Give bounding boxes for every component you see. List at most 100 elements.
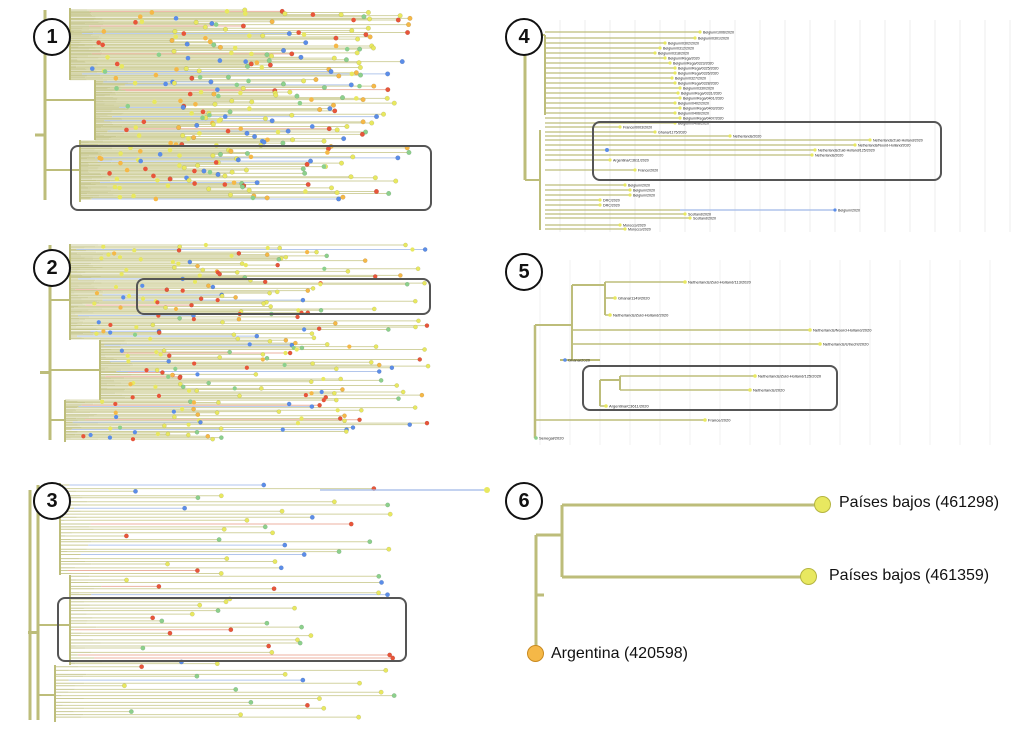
tip-node	[213, 160, 219, 165]
tip-node	[244, 150, 250, 157]
tip-node	[282, 542, 288, 548]
tip-node	[748, 388, 752, 392]
tip-node	[424, 420, 430, 426]
tip-node	[186, 388, 192, 393]
tip-node	[376, 369, 382, 374]
tip-node	[367, 34, 373, 40]
tip-node	[264, 620, 270, 626]
tip-node	[303, 40, 309, 46]
tip-node	[327, 106, 333, 112]
tip-node	[688, 216, 692, 220]
tip-node	[99, 399, 105, 404]
tip-node	[106, 252, 111, 257]
tip-node	[223, 599, 229, 605]
tip-node	[207, 39, 213, 45]
tip-node	[81, 434, 86, 439]
tip-node	[124, 267, 129, 273]
tip-node	[670, 76, 674, 80]
tip-node	[244, 517, 250, 523]
tip-node	[267, 338, 273, 344]
tip-node	[340, 194, 346, 200]
tip-node	[218, 571, 224, 576]
tip-node-netherlands-461359	[800, 568, 817, 585]
tip-label: Netherlands/Noord-Holland/2020	[858, 144, 911, 148]
tip-node	[233, 686, 239, 692]
tip-node	[676, 91, 680, 95]
tip-node	[171, 48, 177, 54]
tip-node	[180, 133, 186, 139]
tip-node	[262, 524, 268, 530]
tip-node	[683, 212, 687, 216]
tip-label: Belgium/Rega/0323/2020	[673, 62, 714, 66]
tip-node	[232, 386, 237, 391]
tip-node	[218, 426, 224, 431]
tip-node	[398, 273, 403, 278]
tip-node	[197, 602, 203, 608]
tip-node	[198, 89, 204, 95]
tip-node	[422, 347, 427, 352]
tip-node	[112, 184, 118, 190]
tip-node	[119, 64, 125, 69]
tip-node	[293, 340, 298, 346]
tip-node	[156, 330, 162, 335]
tree-branches	[523, 20, 1011, 232]
tip-node	[386, 546, 392, 552]
tip-node	[393, 178, 399, 184]
tip-node	[678, 106, 682, 110]
tip-node	[608, 158, 612, 162]
tip-node	[358, 407, 364, 413]
tip-node	[189, 111, 194, 116]
tip-node	[155, 178, 160, 183]
tip-label: Belgium/0301/2020	[698, 37, 729, 41]
tip-node	[193, 101, 198, 107]
tip-node	[294, 347, 299, 352]
tree-branches	[533, 260, 991, 445]
tip-node	[210, 121, 216, 128]
tip-label: Ghana/1149/2020	[618, 296, 651, 301]
panel-5: Netherlands/Zuid-Holland/113/2020 Ghana/1…	[500, 240, 1024, 455]
tip-node	[247, 342, 252, 347]
tip-node	[236, 251, 242, 256]
tip-node	[228, 148, 234, 154]
tip-node	[166, 358, 172, 364]
tip-node	[140, 296, 146, 301]
tip-node	[405, 29, 411, 36]
tip-node	[297, 640, 303, 646]
tip-node	[357, 46, 363, 52]
tip-node	[264, 355, 270, 361]
tip-node	[207, 169, 213, 175]
tip-node	[124, 127, 129, 133]
tip-node	[810, 153, 814, 157]
tip-node	[140, 645, 146, 651]
tip-node	[187, 91, 193, 97]
tip-node	[324, 341, 330, 347]
tip-node	[128, 709, 134, 715]
tip-node	[101, 29, 107, 34]
tip-node	[348, 82, 354, 88]
tip-label: Belgium/2020	[838, 209, 860, 213]
tip-label: Ghana/1175/2020	[658, 131, 687, 135]
tip-node	[362, 258, 368, 263]
tip-node	[246, 187, 252, 193]
panel-2-number-badge: 2	[33, 249, 71, 287]
tip-node	[133, 125, 139, 130]
tip-node	[203, 35, 208, 41]
tip-node	[305, 288, 311, 293]
tip-node	[397, 13, 403, 19]
tip-node	[130, 395, 135, 400]
tip-node	[378, 378, 384, 383]
tip-node	[185, 432, 191, 438]
panel-6-tree	[534, 503, 822, 653]
tip-node	[673, 111, 677, 115]
tip-node	[114, 176, 120, 182]
tip-node	[194, 568, 200, 573]
tip-node	[112, 251, 117, 256]
tip-node	[108, 322, 113, 328]
tip-node	[340, 387, 345, 392]
tip-node	[192, 181, 197, 186]
tip-node	[351, 17, 356, 23]
tip-node	[202, 24, 208, 30]
tip-node	[598, 198, 602, 202]
tip-node	[347, 344, 352, 349]
tip-label: Netherlands/2020	[815, 154, 843, 158]
